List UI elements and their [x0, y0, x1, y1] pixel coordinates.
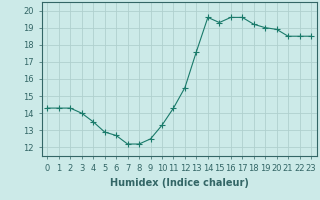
X-axis label: Humidex (Indice chaleur): Humidex (Indice chaleur)	[110, 178, 249, 188]
